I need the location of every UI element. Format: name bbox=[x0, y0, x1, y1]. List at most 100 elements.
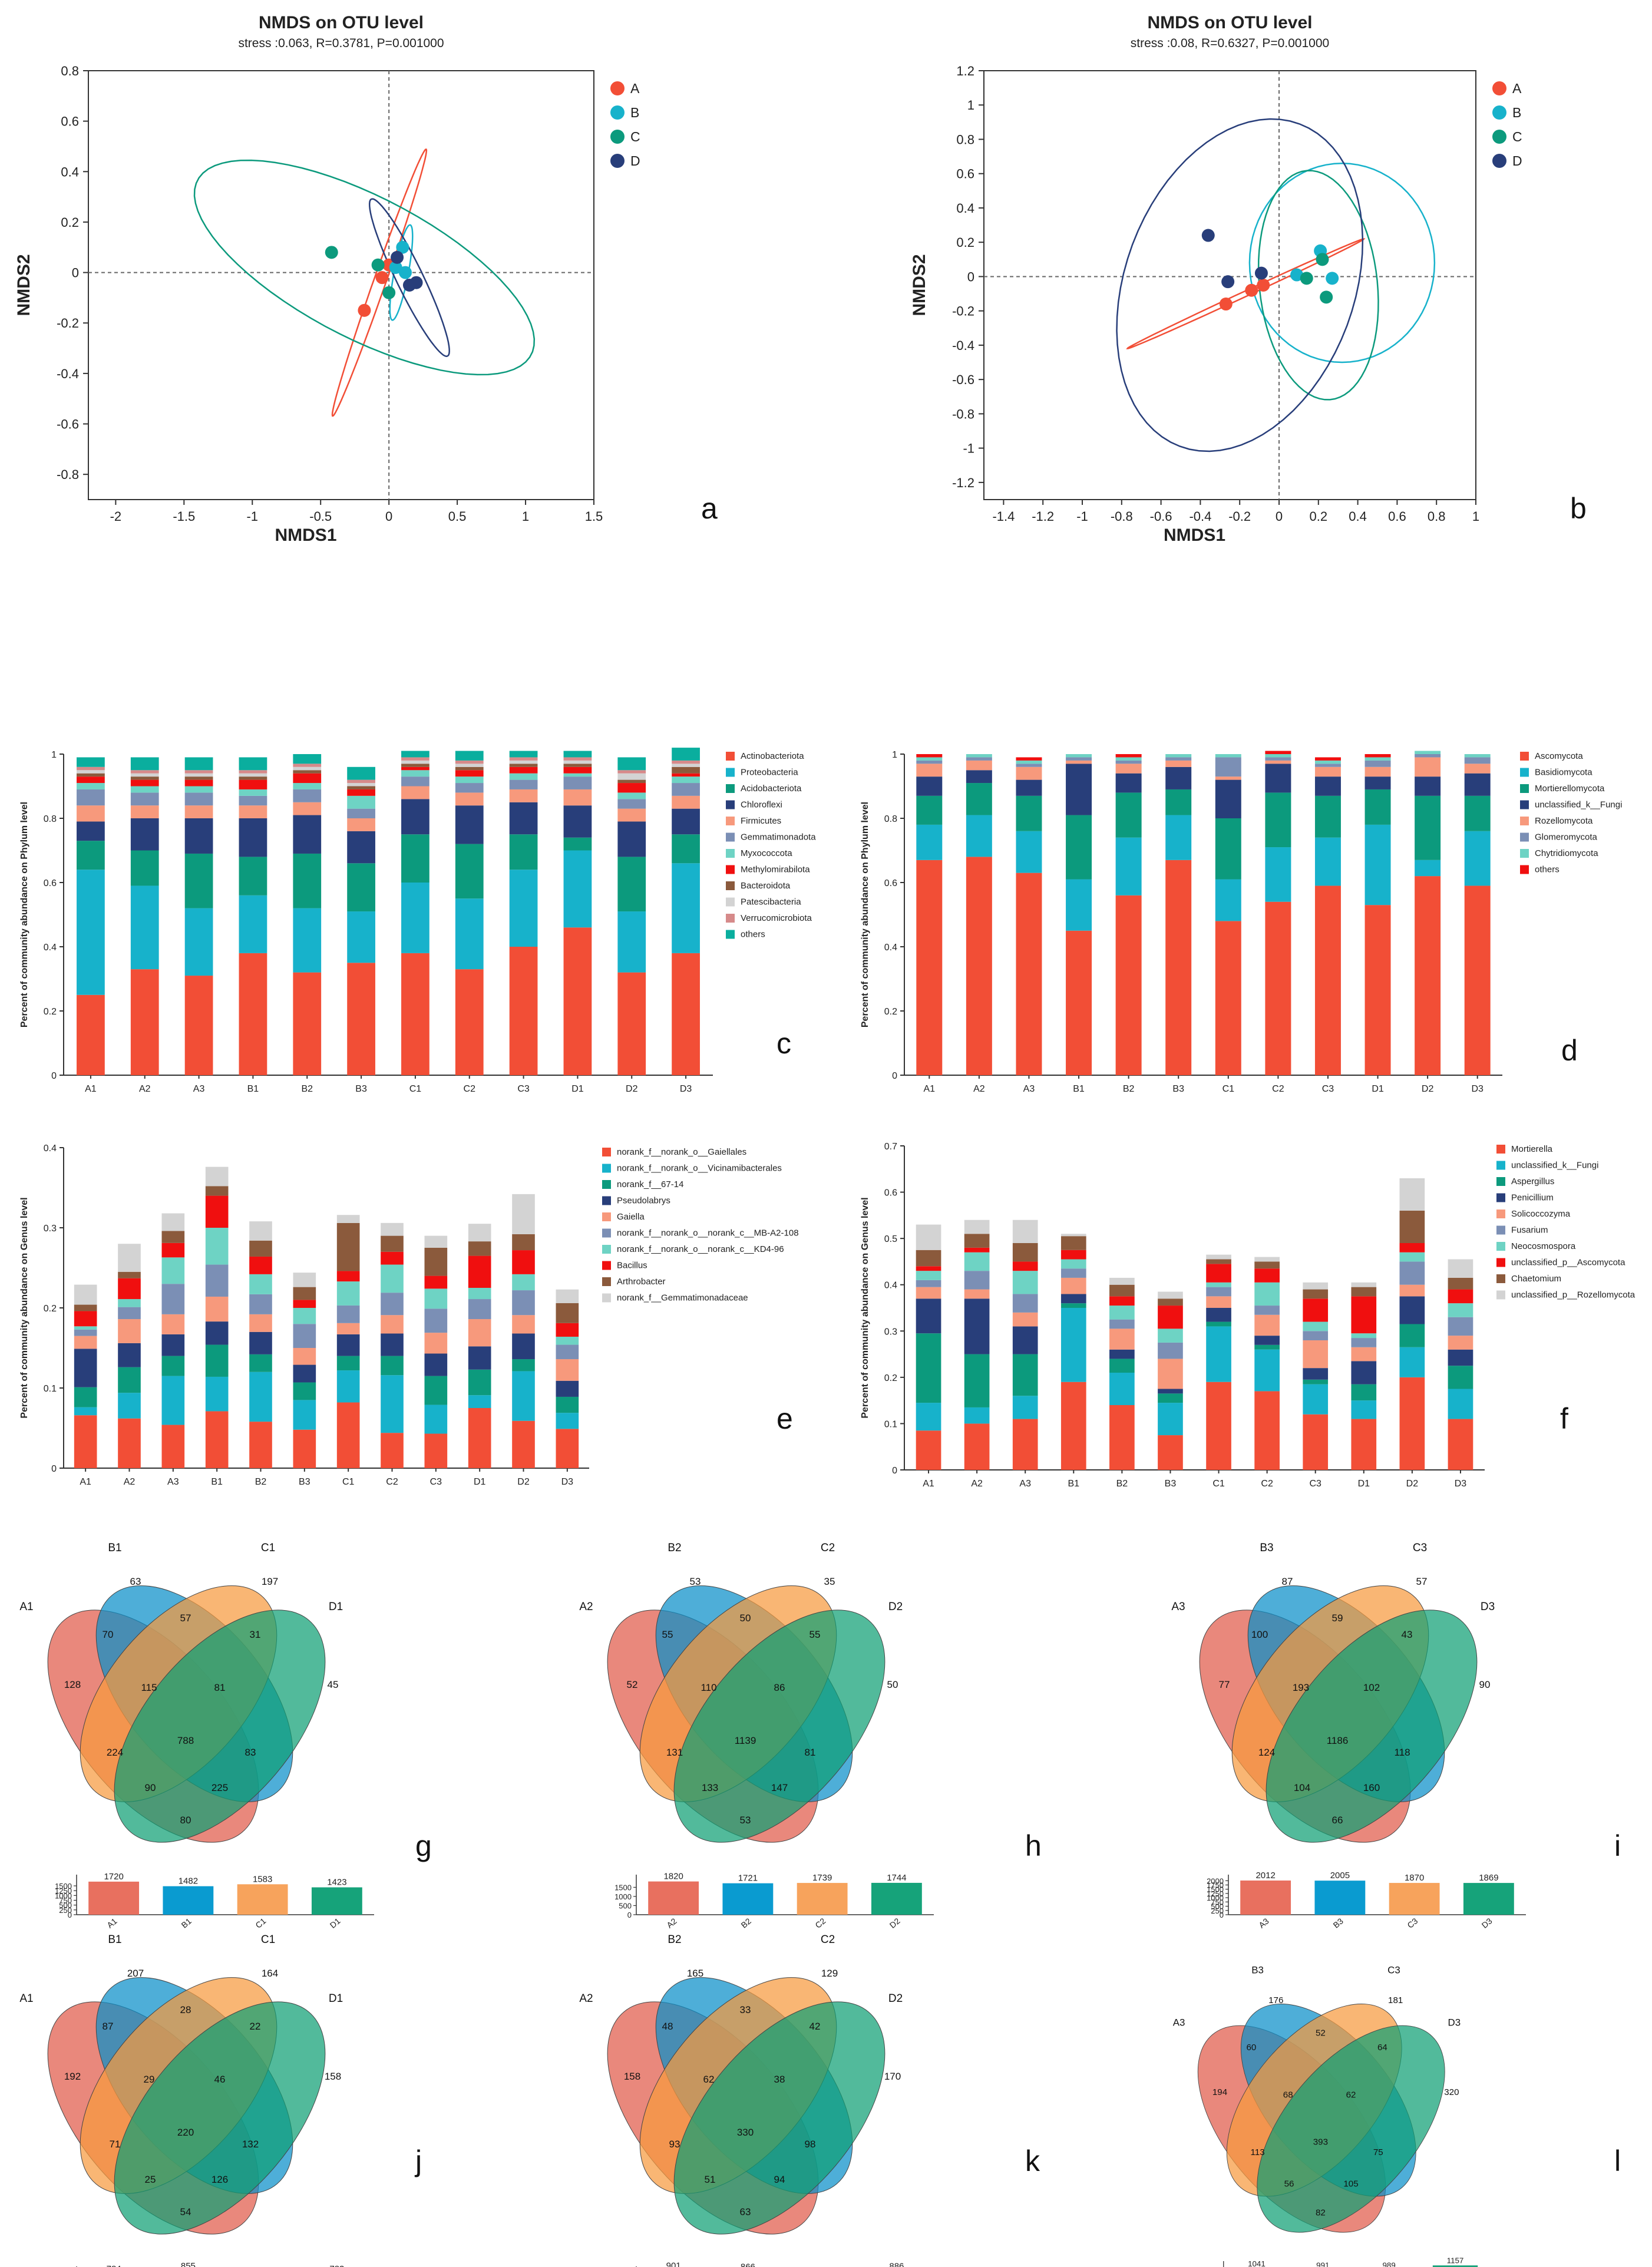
bar-segment bbox=[916, 1333, 941, 1403]
bar-segment bbox=[563, 757, 592, 761]
venn-count: 82 bbox=[1316, 2208, 1326, 2218]
total-count-bar bbox=[871, 1882, 922, 1915]
venn-set-label: B3 bbox=[1251, 1964, 1264, 1975]
legend-label: Neocosmospora bbox=[1511, 1241, 1576, 1251]
bar-segment bbox=[184, 805, 213, 818]
bar-segment bbox=[617, 972, 646, 1075]
bar-value-label: 901 bbox=[666, 2261, 681, 2267]
x-tick-label: 0.2 bbox=[1310, 509, 1328, 524]
legend-marker-A bbox=[1492, 81, 1506, 95]
bar-segment bbox=[1206, 1321, 1231, 1327]
bar-segment bbox=[161, 1257, 185, 1284]
bar-y-tick-label: 250 bbox=[59, 1906, 72, 1915]
bar-segment bbox=[161, 1425, 185, 1468]
venn-count: 110 bbox=[701, 1682, 716, 1693]
bar-segment bbox=[1066, 879, 1092, 931]
bar-segment bbox=[381, 1251, 404, 1265]
bar-value-label: 2005 bbox=[1330, 1871, 1350, 1881]
bar-value-label: 866 bbox=[741, 2262, 755, 2267]
bar-segment bbox=[966, 754, 992, 758]
x-tick-label: 0.6 bbox=[1388, 509, 1406, 524]
venn-set-label: B3 bbox=[1260, 1542, 1273, 1554]
venn-count: 62 bbox=[703, 2074, 715, 2085]
bar-segment bbox=[336, 1281, 360, 1306]
bar-segment bbox=[1351, 1282, 1377, 1287]
bar-segment bbox=[966, 783, 992, 815]
bar-segment bbox=[77, 870, 105, 995]
y-tick-label: 0.4 bbox=[44, 943, 57, 953]
bar-segment bbox=[249, 1221, 272, 1241]
venn-count: 126 bbox=[212, 2174, 228, 2185]
y-tick-label: 0.2 bbox=[884, 1373, 897, 1383]
y-tick-label: -1.2 bbox=[952, 475, 974, 490]
bar-y-tick-label: 1500 bbox=[55, 1882, 72, 1891]
bar-segment bbox=[161, 1314, 185, 1334]
y-tick-label: 0.2 bbox=[61, 215, 79, 230]
bar-segment bbox=[130, 786, 159, 793]
bar-segment bbox=[468, 1288, 491, 1300]
bar-segment bbox=[347, 818, 375, 831]
bar-segment bbox=[1206, 1254, 1231, 1260]
x-tick-label: -1 bbox=[1076, 509, 1088, 524]
bar-segment bbox=[130, 779, 159, 786]
total-count-bar bbox=[163, 1886, 214, 1915]
legend-label: Bacteroidota bbox=[741, 881, 791, 891]
bar-segment bbox=[1265, 901, 1291, 1075]
bar-segment bbox=[249, 1314, 272, 1332]
total-count-bar bbox=[1240, 1880, 1291, 1915]
total-count-bar bbox=[1389, 1883, 1440, 1915]
bar-segment bbox=[347, 863, 375, 912]
panel-letter: h bbox=[1025, 1829, 1042, 1862]
venn-count: 48 bbox=[662, 2021, 673, 2032]
bar-segment bbox=[966, 757, 992, 761]
bar-segment bbox=[455, 792, 484, 806]
venn-count: 77 bbox=[1219, 1679, 1230, 1690]
bar-category-label: C1 bbox=[253, 1916, 267, 1930]
bar-segment bbox=[1399, 1261, 1425, 1285]
y-tick-label: 0.1 bbox=[884, 1419, 897, 1429]
panel-letter: i bbox=[1614, 1829, 1621, 1862]
venn-set-label: A1 bbox=[19, 1601, 33, 1613]
bar-y-tick-label: 750 bbox=[1211, 1898, 1224, 1906]
bar-segment bbox=[672, 783, 700, 796]
x-tick-label: C3 bbox=[517, 1084, 530, 1094]
bar-value-label: 989 bbox=[1383, 2261, 1396, 2267]
legend-swatch bbox=[1520, 800, 1529, 809]
y-tick-label: 0 bbox=[72, 266, 79, 280]
x-tick-label: -0.5 bbox=[309, 509, 332, 524]
bar-segment bbox=[1265, 792, 1291, 848]
stacked-bar-f: 0 0.1 0.2 0.3 0.4 0.5 0.6 0.7 Percent of communi… bbox=[860, 1142, 1636, 1489]
bar-segment bbox=[468, 1369, 491, 1396]
y-tick-label: -0.2 bbox=[57, 316, 79, 331]
legend-label: Pseudolabrys bbox=[617, 1196, 670, 1206]
venn-set-label: C1 bbox=[261, 1934, 275, 1946]
venn-diagram-i: A3 B3 C3 D3 77 87 57 90 100 59 43 193 102 1186 124 160 1… bbox=[1171, 1542, 1526, 1930]
data-point-B bbox=[1326, 272, 1339, 285]
bar-segment bbox=[509, 773, 538, 780]
data-point-D bbox=[1201, 229, 1215, 242]
x-tick-label: B3 bbox=[355, 1084, 367, 1094]
venn-count: 46 bbox=[214, 2074, 226, 2085]
bar-segment bbox=[1012, 1326, 1038, 1354]
x-tick-label: D2 bbox=[626, 1084, 638, 1094]
bar-segment bbox=[293, 770, 322, 774]
y-tick-label: 1.2 bbox=[956, 64, 974, 78]
legend-swatch bbox=[1520, 784, 1529, 793]
bar-value-label: 991 bbox=[1316, 2261, 1329, 2267]
venn-set-label: A2 bbox=[579, 1992, 593, 2005]
venn-diagram-h: A2 B2 C2 D2 52 53 35 50 55 50 55 110 86 1139 131 147 81 1… bbox=[579, 1542, 934, 1930]
venn-count: 55 bbox=[810, 1629, 821, 1640]
bar-category-label: A2 bbox=[665, 1916, 679, 1929]
bar-segment bbox=[293, 1429, 316, 1468]
bar-segment bbox=[563, 805, 592, 838]
x-tick-label: A2 bbox=[971, 1479, 983, 1489]
x-tick-label: A2 bbox=[973, 1084, 985, 1094]
bar-segment bbox=[468, 1224, 491, 1242]
y-tick-label: 0.3 bbox=[884, 1327, 897, 1337]
legend-label: Actinobacteriota bbox=[741, 751, 804, 761]
bar-segment bbox=[556, 1429, 579, 1468]
venn-count: 393 bbox=[1313, 2137, 1328, 2147]
bar-segment bbox=[1016, 795, 1042, 831]
x-tick-label: A1 bbox=[924, 1084, 936, 1094]
bar-segment bbox=[916, 824, 943, 860]
